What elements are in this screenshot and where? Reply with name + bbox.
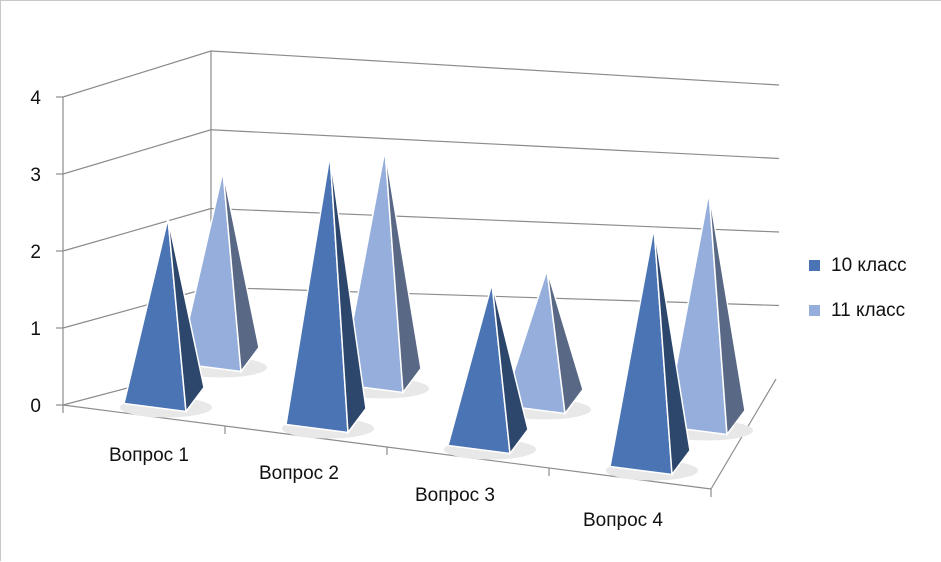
y-tick-label: 0 [30,396,41,417]
legend: 10 класс 11 класс [809,255,907,321]
pyramid-marks [120,149,753,481]
legend-swatch [809,305,820,316]
y-tick-label: 3 [30,165,41,186]
y-tick-label: 2 [30,242,41,263]
pyramid-side-face [708,191,746,437]
x-category-label: Вопрос 4 [583,510,663,531]
x-category-label: Вопрос 2 [259,463,339,484]
pyramid-side-face [384,149,422,395]
legend-label: 10 класс [831,255,907,276]
x-category-label: Вопрос 1 [109,445,189,466]
gridline-back-4 [210,50,780,86]
pyramid-side-face [222,171,260,374]
gridline-left-3 [62,129,212,175]
pyramid-10-class-4 [606,227,698,481]
y-tick-label: 4 [30,88,41,109]
gridline-back-2 [210,207,780,233]
pyramid-11-class-2 [337,149,429,399]
pyramid-10-class-2 [282,154,374,439]
y-tick-label: 1 [30,319,41,340]
gridline-left-1 [62,286,212,329]
x-category-label: Вопрос 3 [415,485,495,506]
pyramid-side-face [167,218,205,414]
x-axis-labels: Вопрос 1 Вопрос 2 Вопрос 3 Вопрос 4 [62,405,712,531]
pyramid-10-class-3 [444,283,536,460]
legend-label: 11 класс [831,300,905,321]
legend-swatch [809,260,820,271]
pyramid-10-class-1 [120,218,212,418]
pyramid-side-face [329,154,367,435]
gridline-left-2 [62,207,212,252]
y-axis-ticks: 0 1 2 3 4 [30,88,63,417]
gridline-back-3 [210,129,780,160]
pyramid-side-face [491,283,529,456]
pyramid-side-face [653,227,691,477]
pyramid-side-face [546,269,584,416]
gridline-left-4 [62,50,212,98]
